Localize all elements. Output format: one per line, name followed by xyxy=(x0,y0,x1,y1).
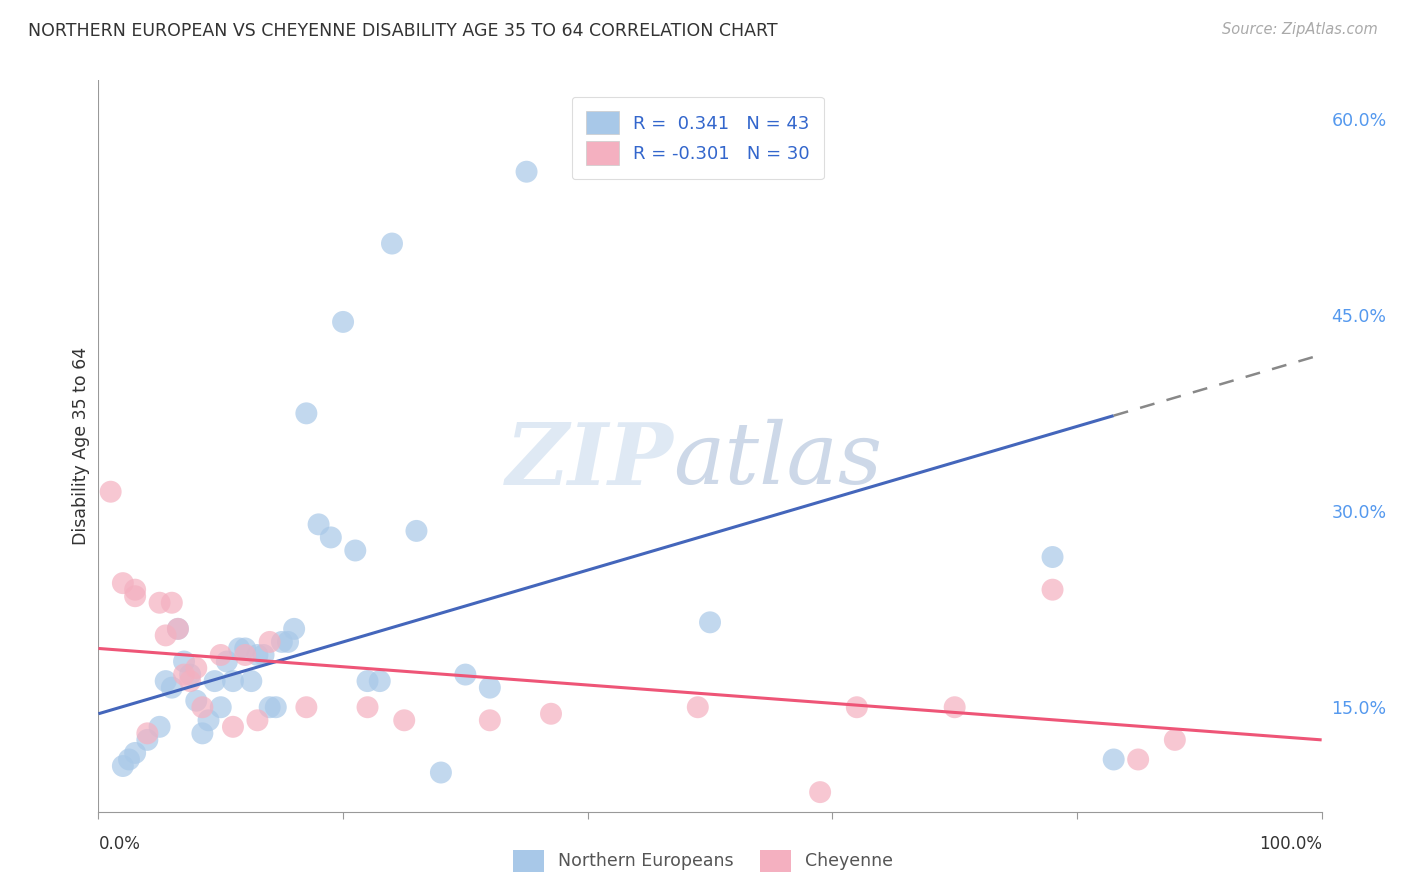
Point xyxy=(277,635,299,649)
Text: atlas: atlas xyxy=(673,419,883,502)
Point xyxy=(344,543,367,558)
Point xyxy=(191,700,214,714)
Text: 0.0%: 0.0% xyxy=(98,835,141,854)
Point xyxy=(319,530,342,544)
Point xyxy=(155,674,177,689)
Point xyxy=(173,667,195,681)
Point xyxy=(845,700,868,714)
Point xyxy=(111,576,134,591)
Point xyxy=(209,700,232,714)
Point xyxy=(454,667,477,681)
Point xyxy=(392,714,416,728)
Legend: Northern Europeans, Cheyenne: Northern Europeans, Cheyenne xyxy=(506,843,900,879)
Text: 100.0%: 100.0% xyxy=(1258,835,1322,854)
Point xyxy=(160,681,183,695)
Text: Source: ZipAtlas.com: Source: ZipAtlas.com xyxy=(1222,22,1378,37)
Point xyxy=(699,615,721,630)
Point xyxy=(167,622,190,636)
Y-axis label: Disability Age 35 to 64: Disability Age 35 to 64 xyxy=(72,347,90,545)
Point xyxy=(356,700,378,714)
Text: ZIP: ZIP xyxy=(506,419,673,502)
Point xyxy=(264,700,287,714)
Point xyxy=(118,752,141,766)
Point xyxy=(308,517,330,532)
Point xyxy=(111,759,134,773)
Point xyxy=(478,714,501,728)
Point xyxy=(124,582,146,597)
Point xyxy=(149,720,172,734)
Point xyxy=(943,700,966,714)
Point xyxy=(540,706,562,721)
Point xyxy=(283,622,305,636)
Point xyxy=(149,596,172,610)
Point xyxy=(197,714,219,728)
Legend: R =  0.341   N = 43, R = -0.301   N = 30: R = 0.341 N = 43, R = -0.301 N = 30 xyxy=(572,96,824,179)
Point xyxy=(173,655,195,669)
Point xyxy=(124,589,146,603)
Point xyxy=(240,674,263,689)
Text: NORTHERN EUROPEAN VS CHEYENNE DISABILITY AGE 35 TO 64 CORRELATION CHART: NORTHERN EUROPEAN VS CHEYENNE DISABILITY… xyxy=(28,22,778,40)
Point xyxy=(1042,582,1064,597)
Point xyxy=(808,785,831,799)
Point xyxy=(270,635,294,649)
Point xyxy=(136,726,159,740)
Point xyxy=(368,674,391,689)
Point xyxy=(136,732,159,747)
Point xyxy=(295,700,318,714)
Point xyxy=(686,700,709,714)
Point xyxy=(186,661,208,675)
Point xyxy=(356,674,378,689)
Point xyxy=(124,746,146,760)
Point xyxy=(186,694,208,708)
Point xyxy=(167,622,190,636)
Point xyxy=(259,635,281,649)
Point xyxy=(478,681,501,695)
Point xyxy=(100,484,122,499)
Point xyxy=(259,700,281,714)
Point xyxy=(430,765,453,780)
Point xyxy=(1164,732,1187,747)
Point xyxy=(155,628,177,642)
Point xyxy=(405,524,427,538)
Point xyxy=(209,648,232,662)
Point xyxy=(233,648,256,662)
Point xyxy=(204,674,226,689)
Point xyxy=(1042,549,1064,564)
Point xyxy=(295,406,318,420)
Point xyxy=(515,164,537,178)
Point xyxy=(222,674,245,689)
Point xyxy=(381,236,404,251)
Point xyxy=(215,655,238,669)
Point xyxy=(252,648,274,662)
Point xyxy=(1128,752,1150,766)
Point xyxy=(233,641,256,656)
Point xyxy=(222,720,245,734)
Point xyxy=(332,315,354,329)
Point xyxy=(228,641,250,656)
Point xyxy=(246,714,269,728)
Point xyxy=(191,726,214,740)
Point xyxy=(179,674,201,689)
Point xyxy=(246,648,269,662)
Point xyxy=(179,667,201,681)
Point xyxy=(1102,752,1125,766)
Point xyxy=(160,596,183,610)
